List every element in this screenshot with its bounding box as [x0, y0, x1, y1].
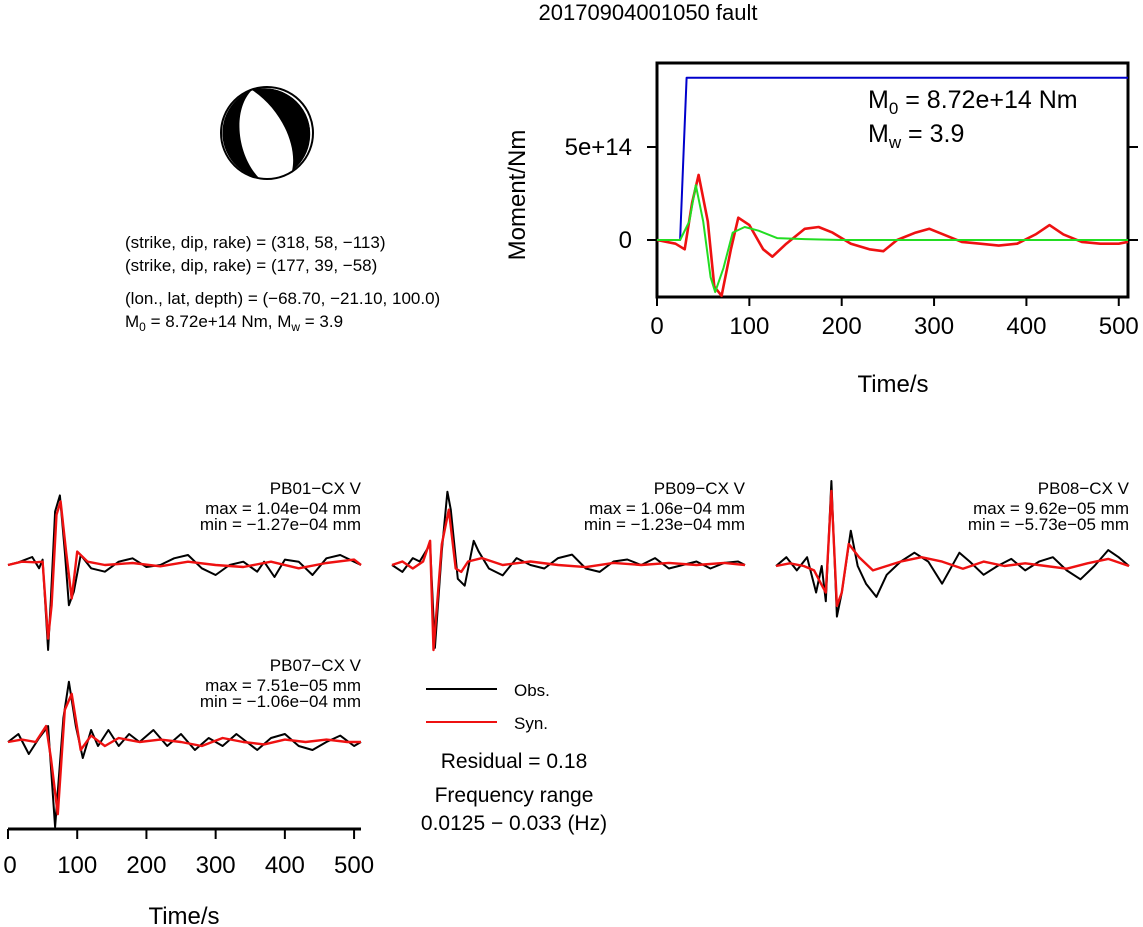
observed-trace: [7, 680, 362, 828]
station-max: max = 1.06e−04 mm: [589, 499, 745, 518]
x-tick-label: 500: [1099, 313, 1139, 340]
station-name: PB09−CX V: [654, 479, 746, 498]
moment-series: [656, 76, 1129, 298]
synthetic-trace: [7, 500, 362, 640]
x-tick-label: 300: [914, 313, 954, 340]
synthetic-trace: [391, 508, 746, 652]
moment-series-red: [656, 173, 1129, 298]
mechanism-line-2: (strike, dip, rake) = (177, 39, −58): [125, 256, 377, 275]
figure-title: 20170904001050 fault: [539, 0, 758, 25]
moment-plot-frame: [655, 61, 1130, 299]
station-panel-pb01: PB01−CX V max = 1.04e−04 mm min = −1.27e…: [7, 479, 362, 651]
beachball-icon: [220, 86, 314, 180]
x-tick-label: 0: [650, 313, 663, 340]
time-tick-label: 200: [126, 852, 166, 879]
station-min: min = −1.27e−04 mm: [200, 515, 361, 534]
station-name: PB08−CX V: [1038, 479, 1130, 498]
station-max: max = 7.51e−05 mm: [205, 676, 361, 695]
frequency-value: 0.0125 − 0.033 (Hz): [421, 812, 607, 835]
station-name: PB07−CX V: [270, 656, 362, 675]
moment-m0-annotation: M0 = 8.72e+14 Nm: [868, 86, 1078, 118]
station-min: min = −1.06e−04 mm: [200, 692, 361, 711]
station-name: PB01−CX V: [270, 479, 362, 498]
station-max: max = 1.04e−04 mm: [205, 499, 361, 518]
y-tick-label: 5e+14: [565, 134, 632, 161]
observed-trace: [775, 480, 1130, 618]
station-panel-pb07: PB07−CX V max = 7.51e−05 mm min = −1.06e…: [7, 656, 362, 828]
frequency-title: Frequency range: [435, 784, 594, 807]
location-line: (lon., lat, depth) = (−68.70, −21.10, 10…: [125, 289, 440, 308]
x-tick-label: 200: [822, 313, 862, 340]
moment-mw-annotation: Mw = 3.9: [868, 120, 964, 152]
mechanism-line-1: (strike, dip, rake) = (318, 58, −113): [125, 233, 385, 252]
station-min: min = −5.73e−05 mm: [968, 515, 1129, 534]
moment-y-label: Moment/Nm: [504, 130, 531, 261]
station-max: max = 9.62e−05 mm: [973, 499, 1129, 518]
waveform-x-label: Time/s: [148, 903, 219, 927]
synthetic-trace: [7, 692, 361, 816]
time-tick-label: 400: [265, 852, 305, 879]
synthetic-trace: [775, 489, 1130, 607]
station-min: min = −1.23e−04 mm: [584, 515, 745, 534]
legend-syn-label: Syn.: [514, 714, 548, 733]
waveform-traces: [7, 680, 362, 828]
x-tick-label: 100: [729, 313, 769, 340]
time-axis-ticks: 0 100 200 300 400 500: [3, 829, 374, 879]
waveform-traces: [7, 494, 362, 651]
y-tick-label: 0: [619, 227, 632, 254]
time-tick-label: 300: [196, 852, 236, 879]
station-panel-pb08: PB08−CX V max = 9.62e−05 mm min = −5.73e…: [775, 479, 1130, 618]
waveform-time-axis: 0 100 200 300 400 500 Time/s: [3, 827, 374, 927]
waveform-traces: [775, 480, 1130, 618]
waveform-traces: [391, 490, 746, 652]
legend-obs-label: Obs.: [514, 681, 550, 700]
time-tick-label: 100: [57, 852, 97, 879]
residual-text: Residual = 0.18: [441, 750, 588, 773]
time-tick-label: 0: [3, 852, 16, 879]
station-panel-pb09: PB09−CX V max = 1.06e−04 mm min = −1.23e…: [391, 479, 746, 652]
x-tick-label: 400: [1006, 313, 1046, 340]
magnitude-line: M0 = 8.72e+14 Nm, Mw = 3.9: [125, 312, 343, 334]
legend: Obs. Syn. Residual = 0.18 Frequency rang…: [421, 681, 607, 835]
moment-series-green: [657, 184, 1128, 294]
moment-axis-ticks: 0 100 200 300 400 500 0 5e+14: [565, 134, 1139, 340]
time-tick-label: 500: [334, 852, 374, 879]
moment-x-label: Time/s: [857, 371, 928, 398]
mechanism-info: (strike, dip, rake) = (318, 58, −113) (s…: [125, 233, 440, 334]
